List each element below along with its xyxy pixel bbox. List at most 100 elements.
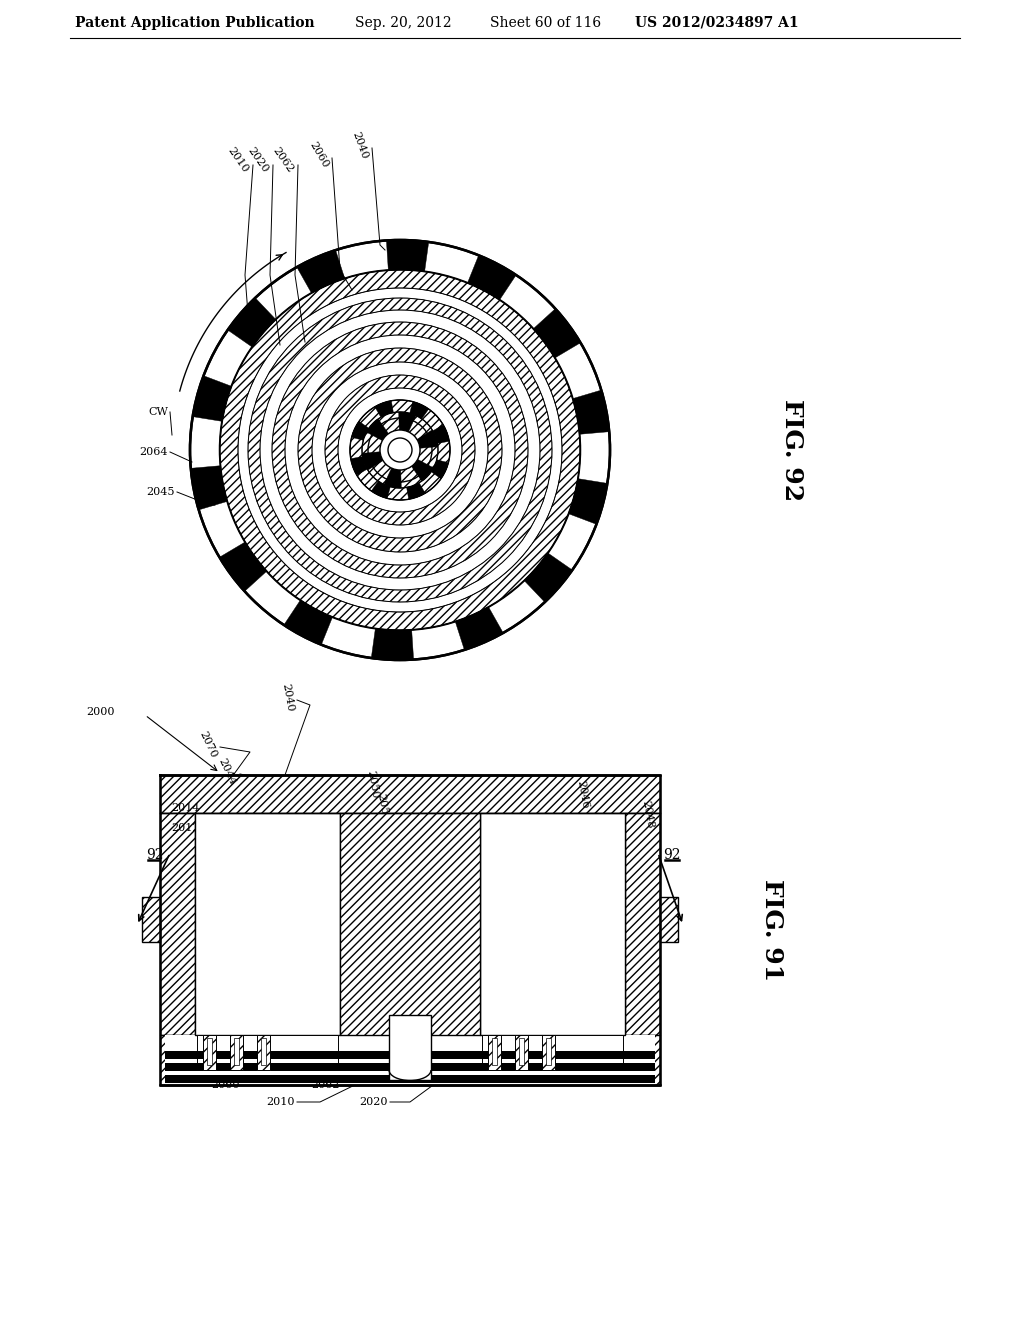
Circle shape bbox=[388, 438, 412, 462]
Wedge shape bbox=[428, 425, 450, 445]
Text: 2018: 2018 bbox=[378, 817, 393, 847]
Bar bbox=[165, 1063, 655, 1071]
Wedge shape bbox=[534, 309, 581, 358]
Text: Sep. 20, 2012: Sep. 20, 2012 bbox=[355, 16, 452, 30]
Text: 2045: 2045 bbox=[146, 487, 175, 498]
Wedge shape bbox=[362, 412, 438, 488]
Wedge shape bbox=[351, 455, 373, 475]
Text: CW: CW bbox=[148, 407, 168, 417]
Bar bbox=[195, 813, 340, 1035]
Bar bbox=[480, 813, 625, 1035]
Bar bbox=[482, 1035, 623, 1071]
Wedge shape bbox=[409, 401, 429, 424]
Text: FIG. 91: FIG. 91 bbox=[760, 879, 784, 981]
Wedge shape bbox=[406, 478, 425, 499]
Text: 2040: 2040 bbox=[351, 129, 370, 160]
Text: 2010: 2010 bbox=[225, 145, 250, 174]
Text: 2048: 2048 bbox=[640, 800, 654, 830]
Bar bbox=[488, 1035, 501, 1071]
Bar bbox=[207, 1038, 212, 1065]
Wedge shape bbox=[467, 255, 516, 300]
Wedge shape bbox=[351, 421, 374, 442]
Text: 2020: 2020 bbox=[246, 145, 270, 174]
Bar bbox=[165, 1051, 655, 1059]
Text: 2070: 2070 bbox=[197, 730, 218, 760]
Wedge shape bbox=[190, 240, 610, 660]
Bar bbox=[160, 775, 660, 1085]
Bar bbox=[340, 813, 480, 1035]
Wedge shape bbox=[284, 601, 333, 644]
Text: FIG. 92: FIG. 92 bbox=[780, 399, 804, 502]
Wedge shape bbox=[227, 298, 275, 347]
Text: 2020: 2020 bbox=[359, 1097, 388, 1107]
Text: 2054: 2054 bbox=[375, 793, 390, 822]
Bar bbox=[160, 1035, 660, 1085]
Wedge shape bbox=[384, 469, 401, 488]
Text: US 2012/0234897 A1: US 2012/0234897 A1 bbox=[635, 16, 799, 30]
Text: Sheet 60 of 116: Sheet 60 of 116 bbox=[490, 16, 601, 30]
Text: 2046: 2046 bbox=[575, 780, 590, 810]
Circle shape bbox=[368, 418, 432, 482]
Text: 2044: 2044 bbox=[217, 756, 238, 787]
Wedge shape bbox=[386, 240, 429, 272]
Wedge shape bbox=[398, 412, 416, 432]
Wedge shape bbox=[375, 401, 394, 422]
Bar bbox=[492, 1038, 497, 1065]
Wedge shape bbox=[190, 240, 610, 660]
Bar bbox=[515, 1035, 528, 1071]
Text: 2062: 2062 bbox=[270, 145, 295, 174]
Bar bbox=[165, 1074, 655, 1082]
Bar bbox=[142, 898, 160, 942]
Bar bbox=[519, 1038, 524, 1065]
Wedge shape bbox=[572, 391, 609, 434]
Text: 2062: 2062 bbox=[311, 1080, 340, 1090]
Wedge shape bbox=[190, 466, 227, 510]
Wedge shape bbox=[248, 298, 552, 602]
Circle shape bbox=[380, 430, 420, 470]
Text: 92: 92 bbox=[146, 847, 164, 862]
Text: 2010: 2010 bbox=[266, 1097, 295, 1107]
Wedge shape bbox=[568, 479, 607, 524]
Wedge shape bbox=[456, 607, 503, 649]
Text: 2012: 2012 bbox=[171, 822, 200, 833]
Bar bbox=[625, 813, 660, 1035]
Wedge shape bbox=[417, 430, 438, 449]
Text: 92: 92 bbox=[664, 847, 681, 862]
Bar bbox=[389, 1015, 431, 1080]
Wedge shape bbox=[372, 477, 392, 499]
Text: 2060: 2060 bbox=[212, 1080, 240, 1090]
Wedge shape bbox=[524, 553, 572, 602]
Wedge shape bbox=[272, 322, 528, 578]
Wedge shape bbox=[193, 376, 231, 421]
Text: 2014: 2014 bbox=[171, 803, 200, 813]
Text: 2064: 2064 bbox=[189, 1063, 218, 1073]
Wedge shape bbox=[362, 451, 383, 470]
Bar bbox=[261, 1038, 266, 1065]
Bar bbox=[660, 898, 678, 942]
Bar bbox=[160, 775, 660, 813]
Bar bbox=[257, 1035, 270, 1071]
Bar bbox=[203, 1035, 216, 1071]
Wedge shape bbox=[219, 543, 267, 591]
Bar bbox=[234, 1038, 239, 1065]
Wedge shape bbox=[220, 271, 580, 630]
Text: 2064: 2064 bbox=[139, 447, 168, 457]
Text: 2000: 2000 bbox=[86, 708, 115, 717]
Wedge shape bbox=[325, 375, 475, 525]
Text: 2040: 2040 bbox=[281, 682, 295, 713]
Text: Patent Application Publication: Patent Application Publication bbox=[75, 16, 314, 30]
Bar bbox=[197, 1035, 338, 1071]
Bar bbox=[165, 1035, 655, 1085]
Bar bbox=[160, 813, 195, 1035]
Wedge shape bbox=[297, 249, 345, 293]
Wedge shape bbox=[367, 418, 388, 441]
Text: 2060: 2060 bbox=[307, 140, 330, 170]
Wedge shape bbox=[350, 400, 450, 500]
Wedge shape bbox=[426, 458, 449, 479]
Text: 2050: 2050 bbox=[365, 770, 380, 800]
Bar bbox=[542, 1035, 555, 1071]
Bar bbox=[546, 1038, 551, 1065]
Wedge shape bbox=[412, 459, 433, 480]
Bar bbox=[230, 1035, 243, 1071]
Wedge shape bbox=[372, 628, 414, 660]
